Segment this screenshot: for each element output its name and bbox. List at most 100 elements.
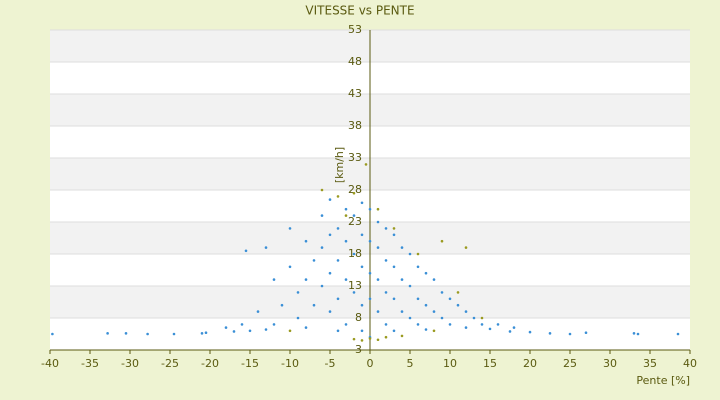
x-tick-label: -30 [121, 357, 139, 370]
point [584, 331, 588, 335]
point [408, 252, 412, 256]
point [548, 332, 552, 335]
point [496, 323, 500, 326]
point [676, 332, 680, 336]
point [336, 329, 340, 333]
y-tick-label: 33 [348, 151, 362, 164]
point [352, 191, 356, 195]
point [200, 332, 204, 335]
point [392, 233, 396, 237]
point [480, 316, 484, 320]
point [376, 310, 380, 313]
y-tick-label: 48 [348, 55, 362, 68]
point [568, 332, 572, 336]
point [464, 310, 468, 313]
point [344, 239, 348, 243]
point [360, 339, 364, 342]
x-tick-label: 10 [443, 357, 457, 370]
point [204, 331, 208, 335]
x-tick-label: -10 [281, 357, 299, 370]
point [264, 246, 268, 249]
point [408, 316, 412, 320]
point [312, 303, 316, 307]
point [376, 278, 380, 281]
point [360, 233, 364, 237]
point [244, 249, 248, 253]
point [344, 207, 348, 211]
point [424, 328, 428, 331]
y-tick-label: 53 [348, 23, 362, 36]
point [384, 335, 388, 339]
y-tick-label: 13 [348, 279, 362, 292]
point [264, 328, 268, 331]
point [336, 297, 340, 301]
y-tick-label: 8 [355, 311, 362, 324]
point [472, 316, 476, 320]
point [408, 284, 412, 288]
x-tick-label: -40 [41, 357, 59, 370]
point [376, 207, 380, 211]
x-tick-label: 35 [643, 357, 657, 370]
point [320, 246, 324, 249]
point [336, 227, 340, 230]
point [51, 332, 54, 336]
point [392, 265, 396, 269]
point [368, 337, 372, 340]
point [376, 220, 380, 224]
point [328, 198, 332, 201]
point [296, 291, 300, 294]
point [360, 201, 364, 205]
x-tick-label: 40 [683, 357, 697, 370]
point [224, 326, 228, 329]
point [636, 332, 640, 336]
point [400, 246, 404, 249]
point [488, 327, 492, 331]
y-tick-label: 43 [348, 87, 362, 100]
point [392, 227, 396, 230]
point [344, 323, 348, 326]
point [312, 259, 316, 262]
point [440, 316, 444, 320]
point [368, 297, 372, 301]
point [384, 227, 388, 230]
point [400, 310, 404, 313]
point [106, 332, 109, 335]
x-tick-label: 30 [603, 357, 617, 370]
y-tick-label: 28 [348, 183, 362, 196]
point [376, 246, 380, 249]
point [376, 338, 380, 342]
point [464, 326, 468, 329]
chart-title: VITESSE vs PENTE [305, 4, 414, 18]
point [288, 227, 292, 230]
y-tick-label: 38 [348, 119, 362, 132]
point [416, 265, 420, 269]
point [344, 214, 348, 217]
point [424, 303, 428, 307]
point [432, 329, 436, 333]
point [248, 329, 252, 333]
point [256, 310, 260, 313]
point [352, 214, 356, 217]
x-tick-label: 0 [367, 357, 374, 370]
point [464, 246, 468, 249]
point [172, 332, 176, 336]
point [440, 239, 444, 243]
x-tick-label: -35 [81, 357, 99, 370]
x-tick-label: 25 [563, 357, 577, 370]
point [480, 323, 484, 326]
point [280, 303, 284, 307]
point [368, 207, 372, 211]
point [456, 303, 460, 307]
point [384, 291, 388, 294]
point [360, 303, 364, 307]
point [400, 278, 404, 281]
point [448, 323, 452, 326]
point [448, 297, 452, 301]
x-tick-label: -20 [201, 357, 219, 370]
x-tick-label: 20 [523, 357, 537, 370]
point [288, 265, 292, 269]
point [296, 316, 300, 320]
point [392, 297, 396, 301]
